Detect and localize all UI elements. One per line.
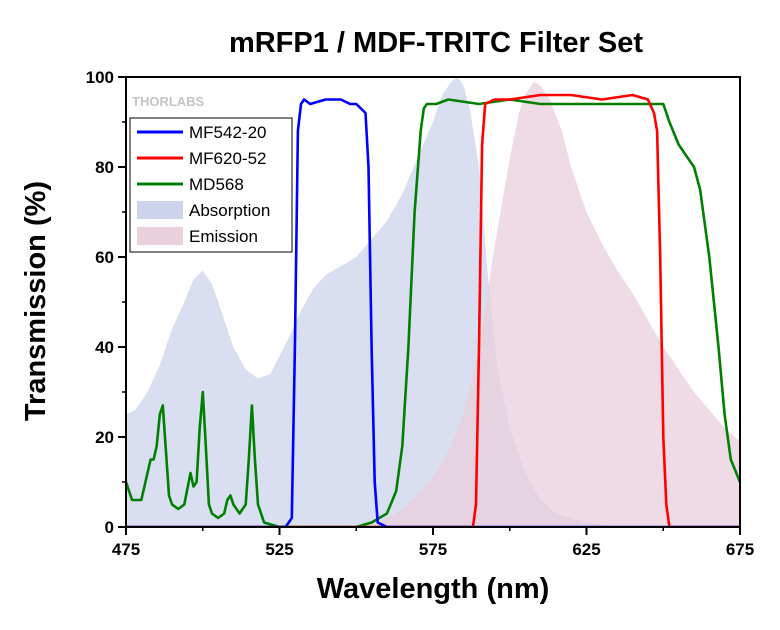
y-tick-label-80: 80: [95, 158, 114, 177]
legend-label-md568: MD568: [189, 175, 244, 194]
y-axis-label: Transmission (%): [20, 181, 52, 421]
chart-title: mRFP1 / MDF-TRITC Filter Set: [229, 27, 643, 59]
legend-label-mf542-20: MF542-20: [189, 123, 266, 142]
series-area-emission: [126, 81, 740, 527]
series-line-md568: [126, 98, 740, 527]
legend-label-mf620-52: MF620-52: [189, 149, 266, 168]
legend: MF542-20 MF620-52 MD568 Absorption Emission: [129, 117, 293, 253]
legend-label-absorption: Absorption: [189, 201, 270, 220]
y-tick-label-40: 40: [95, 338, 114, 357]
legend-swatch-emission: [137, 227, 183, 245]
legend-swatch-absorption: [137, 201, 183, 219]
legend-label-emission: Emission: [189, 227, 258, 246]
series-line-mf542-20: [126, 98, 740, 527]
y-tick-label-100: 100: [86, 68, 114, 87]
y-tick-label-0: 0: [105, 518, 114, 537]
series-area-absorption: [126, 77, 740, 527]
x-tick-label-475: 475: [112, 540, 140, 559]
x-tick-label-575: 575: [419, 540, 447, 559]
thorlabs-logo: THORLABS: [132, 94, 205, 109]
x-tick-label-525: 525: [265, 540, 293, 559]
y-tick-label-20: 20: [95, 428, 114, 447]
x-tick-label-675: 675: [726, 540, 754, 559]
x-axis-label: Wavelength (nm): [317, 573, 550, 605]
plot-area: 475 525 575 625 675 0 20 40 60 80 100 THORLABS MF542…: [86, 68, 755, 559]
series-line-mf620-52: [126, 93, 740, 527]
x-tick-label-625: 625: [572, 540, 600, 559]
y-tick-label-60: 60: [95, 248, 114, 267]
